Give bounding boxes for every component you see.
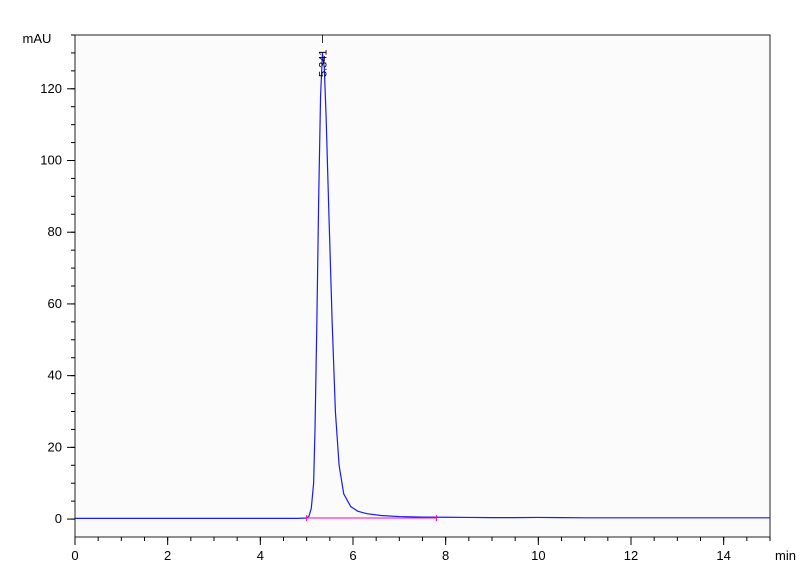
svg-text:40: 40 [48, 368, 62, 383]
svg-text:12: 12 [624, 548, 638, 563]
svg-text:min: min [775, 548, 796, 563]
svg-text:mAU: mAU [23, 31, 52, 46]
svg-text:60: 60 [48, 296, 62, 311]
svg-text:0: 0 [71, 548, 78, 563]
svg-text:120: 120 [40, 81, 62, 96]
svg-text:4: 4 [257, 548, 264, 563]
svg-text:14: 14 [716, 548, 730, 563]
svg-text:0: 0 [55, 511, 62, 526]
svg-text:100: 100 [40, 153, 62, 168]
chromatogram-chart: 0 2 4 6 8 10 12 14 min 0 20 40 60 80 100 120 mAU 5.341 [0, 0, 800, 587]
svg-text:10: 10 [531, 548, 545, 563]
svg-text:80: 80 [48, 224, 62, 239]
svg-text:2: 2 [164, 548, 171, 563]
svg-text:5.341: 5.341 [317, 49, 329, 77]
svg-text:8: 8 [442, 548, 449, 563]
chart-svg: 0 2 4 6 8 10 12 14 min 0 20 40 60 80 100 120 mAU 5.341 [0, 0, 800, 587]
svg-text:6: 6 [349, 548, 356, 563]
svg-text:20: 20 [48, 439, 62, 454]
